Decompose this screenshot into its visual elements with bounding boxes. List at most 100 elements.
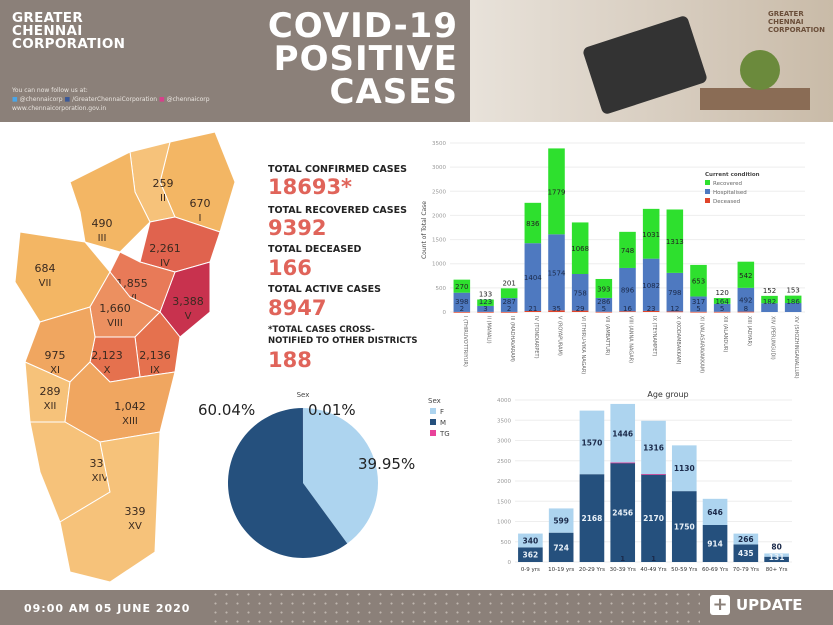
zone-label: IV [160, 258, 170, 269]
pie-title: Sex [297, 391, 310, 399]
header-photo [470, 0, 833, 122]
data-label: 724 [553, 543, 569, 552]
legend-swatch-m [430, 419, 436, 425]
data-label: 798 [668, 289, 681, 297]
confirmed-label: TOTAL CONFIRMED CASES [268, 164, 407, 175]
data-label: 1779 [548, 188, 566, 196]
zone-value: 1,660 [99, 302, 131, 315]
data-label: 2 [507, 305, 511, 313]
data-label: 123 [479, 298, 492, 306]
bar-deceased [737, 311, 755, 313]
plus-icon: + [710, 595, 730, 615]
data-label: 836 [526, 220, 540, 228]
bar-recovered [548, 148, 565, 235]
data-label: 201 [502, 279, 515, 287]
legend-title: Sex [428, 397, 441, 405]
y-tick-label: 2000 [432, 213, 446, 219]
x-tick-label: 30-39 Yrs [610, 567, 636, 573]
data-label: 2170 [643, 514, 664, 523]
zone-value: 975 [45, 349, 66, 362]
bar-hospitalised [737, 287, 755, 312]
bar-recovered [642, 208, 660, 259]
map-zone-III [69, 151, 151, 253]
legend-label: F [440, 408, 444, 416]
data-label: 8 [744, 305, 748, 313]
data-label: 23 [647, 305, 656, 313]
y-axis-label: Count of Total Case [421, 201, 428, 259]
bar-hospitalised [784, 303, 802, 312]
plant-image [740, 50, 780, 90]
x-tick-label: VII (AMBATTUR) [604, 316, 610, 355]
y-tick-label: 1500 [432, 238, 446, 244]
zone-label: I [199, 213, 202, 224]
data-label: 131 [769, 553, 785, 562]
bar-deceased [571, 310, 589, 312]
twitter-icon: ■ [12, 96, 18, 103]
legend-title: Current condition [705, 172, 760, 178]
x-tick-label: 40-49 Yrs [640, 567, 666, 573]
corporation-logo: GREATER CHENNAI CORPORATION [767, 10, 825, 34]
bar-m [641, 474, 666, 562]
zone-label: V [185, 311, 192, 322]
bar-m [671, 491, 697, 562]
data-label: 2168 [582, 514, 603, 523]
x-tick-label: 10-19 yrs [548, 567, 574, 573]
y-tick-label: 2500 [432, 189, 446, 195]
zone-condition-chart: Count of Total Case 0 500 1000 1500 2000 2500 3… [421, 141, 805, 379]
zone-value: 2,123 [91, 349, 123, 362]
x-tick-label: X (KODAMBAKKAM) [675, 316, 681, 364]
bar-recovered [784, 295, 802, 304]
y-tick-label: 500 [501, 540, 512, 546]
data-label: 5 [720, 305, 724, 313]
y-tick-label: 0 [508, 560, 512, 566]
zone-label: IX [150, 365, 160, 376]
y-tick-label: 4000 [497, 398, 511, 404]
org-name: GREATER CHENNAI CORPORATION [12, 10, 126, 52]
legend-label: Recovered [713, 181, 742, 187]
instagram-link[interactable]: @chennaicorp [166, 96, 210, 103]
zone-label: VII [39, 278, 52, 289]
data-label: 2 [460, 305, 464, 313]
bar-hospitalised [761, 303, 778, 312]
website-link[interactable]: www.chennaicorporation.gov.in [12, 105, 107, 112]
zone-label: II [160, 193, 166, 204]
data-label: 3 [483, 305, 487, 313]
x-tick-label: XII (ALANDUR) [722, 316, 728, 352]
bar-deceased [595, 311, 613, 313]
data-label: 35 [552, 305, 561, 313]
y-tick-label: 1500 [497, 499, 511, 505]
recovered-value: 9392 [268, 216, 327, 240]
bar-deceased [690, 311, 707, 313]
data-label: 1130 [674, 464, 695, 473]
twitter-link[interactable]: @chennaicorp [19, 96, 63, 103]
x-tick-label: 80+ Yrs [766, 567, 788, 573]
bar-deceased [642, 310, 660, 312]
bar-hospitalised [690, 296, 707, 312]
legend-label: Hospitalised [713, 190, 747, 196]
bar-hospitalised [666, 272, 684, 312]
facebook-link[interactable]: /GreaterChennaiCorporation [72, 96, 158, 103]
data-label: 5 [602, 305, 606, 313]
bar-f [764, 553, 789, 557]
data-label: 1316 [643, 443, 664, 452]
data-label: 1570 [582, 438, 603, 447]
update-button[interactable]: + UPDATE [710, 595, 803, 615]
legend-swatch-tg [430, 430, 436, 436]
x-tick-label: II (MANALI) [486, 316, 492, 344]
update-datetime: 09:00 AM 05 JUNE 2020 [24, 602, 191, 615]
bar-m [518, 547, 543, 562]
footer-pattern [210, 590, 700, 625]
pie-label-f: 39.95% [358, 455, 415, 473]
data-label: 340 [523, 536, 539, 545]
data-label: 398 [455, 298, 468, 306]
data-label: 120 [715, 289, 728, 297]
data-label: 435 [738, 549, 754, 558]
data-label: 914 [707, 539, 723, 548]
y-tick-label: 2500 [497, 459, 511, 465]
bar-f [702, 498, 728, 525]
zone-value: 2,136 [139, 349, 171, 362]
data-label: 646 [707, 508, 723, 517]
bar-deceased [619, 311, 636, 313]
bar-m [610, 462, 636, 562]
data-label: 287 [502, 298, 515, 306]
